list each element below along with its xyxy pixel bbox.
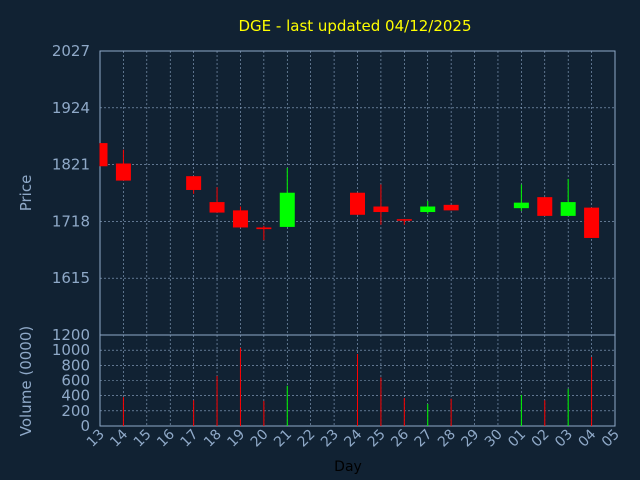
candle-body: [513, 202, 529, 209]
x-tick-label: 18: [201, 427, 225, 451]
x-axis-label: Day: [334, 459, 362, 475]
x-tick-label: 04: [575, 426, 599, 450]
volume-tick-label: 200: [61, 402, 90, 420]
price-tick-label: 1924: [52, 99, 90, 117]
x-tick-label: 20: [248, 427, 272, 451]
volume-tick-label: 400: [61, 387, 90, 405]
x-tick-label: 16: [154, 426, 178, 450]
candle-body: [584, 207, 600, 238]
volume-tick-label: 1000: [52, 341, 90, 359]
x-tick-label: 29: [458, 427, 482, 451]
candle-body: [373, 206, 389, 213]
volume-y-label: Volume (0000): [17, 326, 35, 436]
chart-title: DGE - last updated 04/12/2025: [238, 17, 471, 35]
price-tick-label: 1821: [52, 156, 90, 174]
price-y-axis: 2027 1924 1821 1718 1615: [52, 42, 90, 287]
x-tick-label: 21: [271, 427, 295, 451]
volume-tick-label: 800: [61, 356, 90, 374]
candle-body: [209, 202, 225, 213]
candle-body: [279, 192, 295, 227]
candle-body: [537, 197, 553, 216]
x-axis: 13 14 15 16 17 18 19 20 21 22 23 24 25 26 27 28 29 30 01 02…: [84, 426, 623, 450]
x-tick-label: 05: [599, 427, 623, 451]
candle-body: [115, 163, 131, 181]
price-y-label: Price: [17, 175, 35, 212]
x-tick-label: 27: [412, 427, 436, 451]
x-tick-label: 15: [131, 427, 155, 451]
x-tick-label: 24: [341, 426, 365, 450]
x-tick-label: 22: [295, 427, 319, 451]
x-tick-label: 26: [388, 426, 412, 450]
candle-body: [186, 176, 202, 190]
x-tick-label: 02: [529, 427, 553, 451]
candle-body: [350, 192, 365, 215]
volume-bars: [122, 347, 593, 426]
price-tick-label: 1718: [52, 212, 90, 230]
volume-tick-label: 0: [80, 417, 90, 435]
x-tick-label: 19: [224, 427, 248, 451]
volume-tick-label: 600: [61, 372, 90, 390]
candle-body: [232, 210, 248, 228]
price-tick-label: 2027: [52, 42, 90, 60]
candle-body: [100, 143, 108, 167]
x-tick-label: 14: [107, 426, 131, 450]
candles: [99, 143, 600, 241]
candle-body: [560, 202, 576, 216]
candle-body: [443, 204, 459, 211]
x-tick-label: 23: [318, 427, 342, 451]
candle-body: [256, 227, 272, 230]
candle-body: [420, 206, 436, 213]
x-tick-label: 01: [505, 427, 529, 451]
x-tick-label: 25: [365, 427, 389, 451]
x-tick-label: 28: [435, 427, 459, 451]
volume-top-label: 1200: [52, 326, 90, 344]
x-tick-label: 17: [178, 427, 202, 451]
candle-body: [396, 219, 412, 221]
x-tick-label: 03: [552, 427, 576, 451]
x-tick-label: 30: [482, 427, 506, 451]
price-tick-label: 1615: [52, 269, 90, 287]
